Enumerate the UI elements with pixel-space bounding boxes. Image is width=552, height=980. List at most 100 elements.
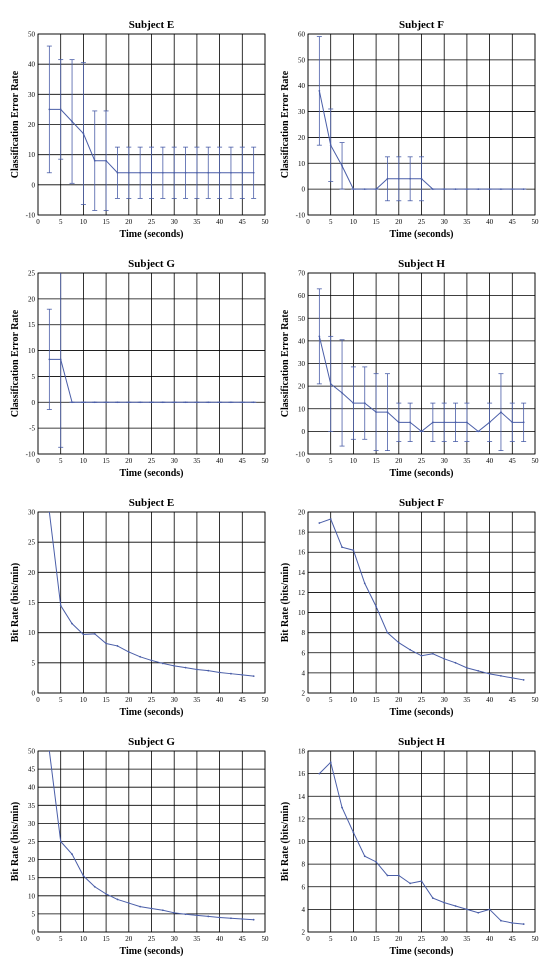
data-point — [454, 905, 457, 907]
y-tick-label: 20 — [28, 856, 36, 864]
y-tick-label: 20 — [28, 121, 36, 129]
data-point — [184, 401, 187, 404]
x-tick-label: 45 — [239, 696, 247, 704]
data-point — [207, 401, 210, 404]
data-point — [82, 874, 85, 877]
x-tick-label: 15 — [373, 457, 381, 465]
data-point — [466, 666, 468, 669]
data-point — [522, 421, 525, 424]
y-tick-label: 0 — [32, 181, 36, 189]
y-tick-label: 50 — [298, 56, 306, 64]
y-tick-label: -5 — [29, 425, 35, 433]
x-tick-label: 10 — [80, 696, 88, 704]
x-tick-label: 0 — [306, 457, 310, 465]
x-axis-label: Time (seconds) — [390, 229, 454, 240]
y-tick-label: 40 — [298, 82, 306, 90]
x-tick-label: 5 — [59, 218, 63, 226]
data-point — [522, 923, 525, 925]
x-tick-label: 15 — [103, 935, 111, 943]
y-tick-label: 5 — [32, 659, 36, 667]
x-axis-label: Time (seconds) — [120, 468, 184, 479]
data-point — [363, 582, 366, 585]
y-tick-label: -10 — [26, 451, 36, 459]
y-tick-label: 40 — [298, 337, 306, 345]
y-axis-label: Bit Rate (bits/min) — [10, 563, 21, 642]
data-point — [477, 911, 480, 914]
x-tick-label: 25 — [418, 457, 426, 465]
x-tick-label: 15 — [373, 696, 381, 704]
data-point — [409, 177, 412, 180]
x-tick-label: 30 — [441, 218, 449, 226]
y-axis-label: Classification Error Rate — [10, 70, 21, 178]
data-point — [329, 382, 332, 385]
data-point — [431, 188, 434, 191]
data-point — [352, 831, 355, 834]
x-tick-label: 35 — [463, 218, 471, 226]
y-tick-label: 70 — [298, 270, 306, 278]
x-tick-label: 45 — [509, 696, 517, 704]
x-tick-label: 0 — [36, 218, 40, 226]
data-point — [71, 120, 73, 123]
y-tick-label: 30 — [298, 108, 306, 116]
data-point — [500, 411, 502, 414]
y-axis-label: Bit Rate (bits/min) — [10, 802, 21, 881]
data-point — [443, 657, 446, 660]
y-tick-label: -10 — [26, 212, 36, 220]
data-point — [409, 421, 412, 424]
data-point — [139, 905, 142, 908]
data-point — [71, 622, 73, 625]
x-tick-label: 5 — [329, 218, 333, 226]
data-point — [386, 411, 389, 414]
data-point — [207, 669, 210, 672]
chart-title: Subject F — [399, 19, 444, 31]
y-tick-label: 30 — [298, 360, 306, 368]
chart-title: Subject F — [399, 497, 444, 509]
data-point — [196, 668, 198, 671]
data-point — [386, 631, 389, 634]
x-tick-label: 40 — [486, 457, 494, 465]
data-point — [139, 401, 142, 404]
x-tick-label: 45 — [239, 457, 247, 465]
y-tick-label: 15 — [28, 599, 36, 607]
y-axis-label: Bit Rate (bits/min) — [280, 563, 291, 642]
x-tick-label: 35 — [463, 457, 471, 465]
plot-area — [318, 761, 525, 925]
data-point — [139, 171, 142, 174]
data-point — [207, 915, 210, 918]
x-tick-label: 0 — [306, 696, 310, 704]
x-tick-label: 25 — [148, 696, 156, 704]
data-point — [329, 144, 332, 147]
data-point — [184, 913, 187, 916]
x-tick-label: 30 — [171, 935, 179, 943]
y-tick-label: 25 — [28, 838, 36, 846]
y-tick-label: 8 — [302, 629, 306, 637]
data-point — [116, 898, 119, 901]
data-point — [116, 171, 119, 174]
y-tick-label: 0 — [302, 186, 306, 194]
plot-frame — [37, 511, 266, 694]
data-point — [230, 171, 232, 174]
data-point — [127, 401, 130, 404]
data-point — [397, 177, 400, 180]
x-tick-label: 5 — [59, 457, 63, 465]
data-point — [352, 402, 355, 404]
data-point — [329, 518, 332, 520]
data-point — [352, 188, 355, 191]
y-tick-label: 10 — [28, 151, 36, 159]
x-tick-label: 0 — [306, 218, 310, 226]
x-tick-label: 35 — [463, 935, 471, 943]
y-tick-label: 18 — [298, 748, 306, 756]
x-tick-label: 5 — [329, 935, 333, 943]
y-tick-label: 10 — [28, 892, 36, 900]
data-point — [218, 916, 221, 919]
data-point — [105, 893, 107, 895]
x-tick-label: 10 — [350, 935, 358, 943]
y-tick-label: 5 — [32, 910, 36, 918]
x-tick-label: 40 — [216, 218, 224, 226]
plot-frame — [307, 33, 536, 216]
x-tick-label: 20 — [125, 218, 133, 226]
y-tick-label: 0 — [32, 690, 36, 698]
chart-panel-3: Subject G 0 5 10 15 20 25 30 35 40 45 50 -10 -5 0 5 10 15… — [10, 258, 269, 479]
data-point — [397, 874, 400, 877]
